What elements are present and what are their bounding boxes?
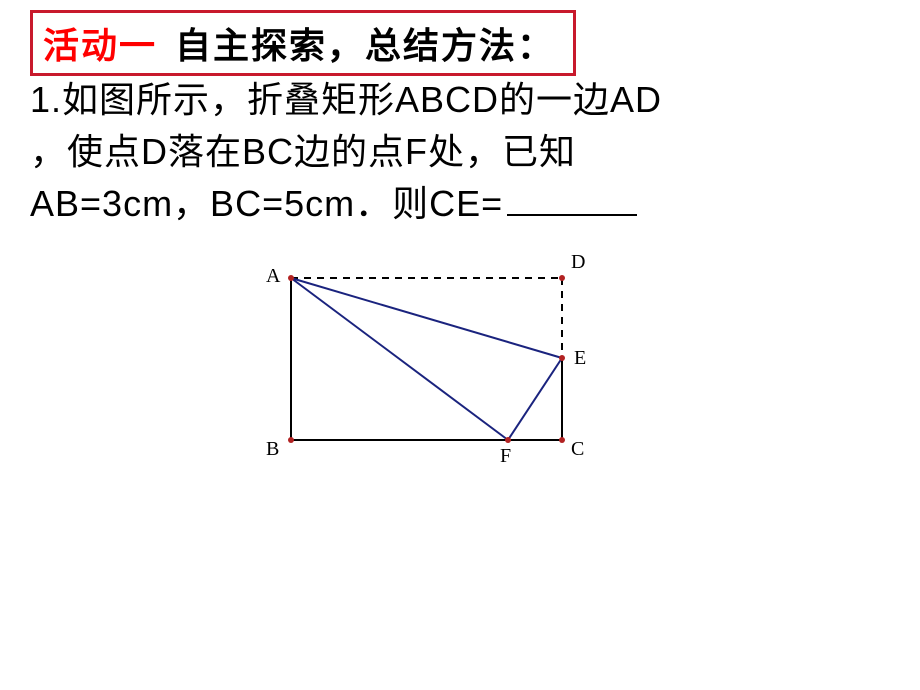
title-box: 活动一 自主探索，总结方法： (30, 10, 576, 76)
answer-blank (507, 210, 637, 216)
title-black: 自主探索，总结方法： (175, 17, 555, 69)
problem-line-2: ，使点D落在BC边的点F处，已知 (30, 131, 576, 172)
svg-text:C: C (571, 438, 584, 460)
svg-text:B: B (266, 438, 279, 460)
svg-text:A: A (266, 265, 281, 287)
title-red: 活动一 (43, 17, 157, 69)
problem-line-1: 1.如图所示，折叠矩形ABCD的一边AD (30, 79, 662, 120)
problem-line-3: AB=3cm，BC=5cm．则CE= (30, 183, 503, 224)
svg-text:F: F (500, 445, 511, 467)
problem-text: 1.如图所示，折叠矩形ABCD的一边AD ，使点D落在BC边的点F处，已知 AB… (30, 74, 864, 231)
geometry-figure: A B C D E F (236, 240, 606, 475)
svg-text:E: E (574, 347, 586, 369)
svg-text:D: D (571, 251, 585, 273)
